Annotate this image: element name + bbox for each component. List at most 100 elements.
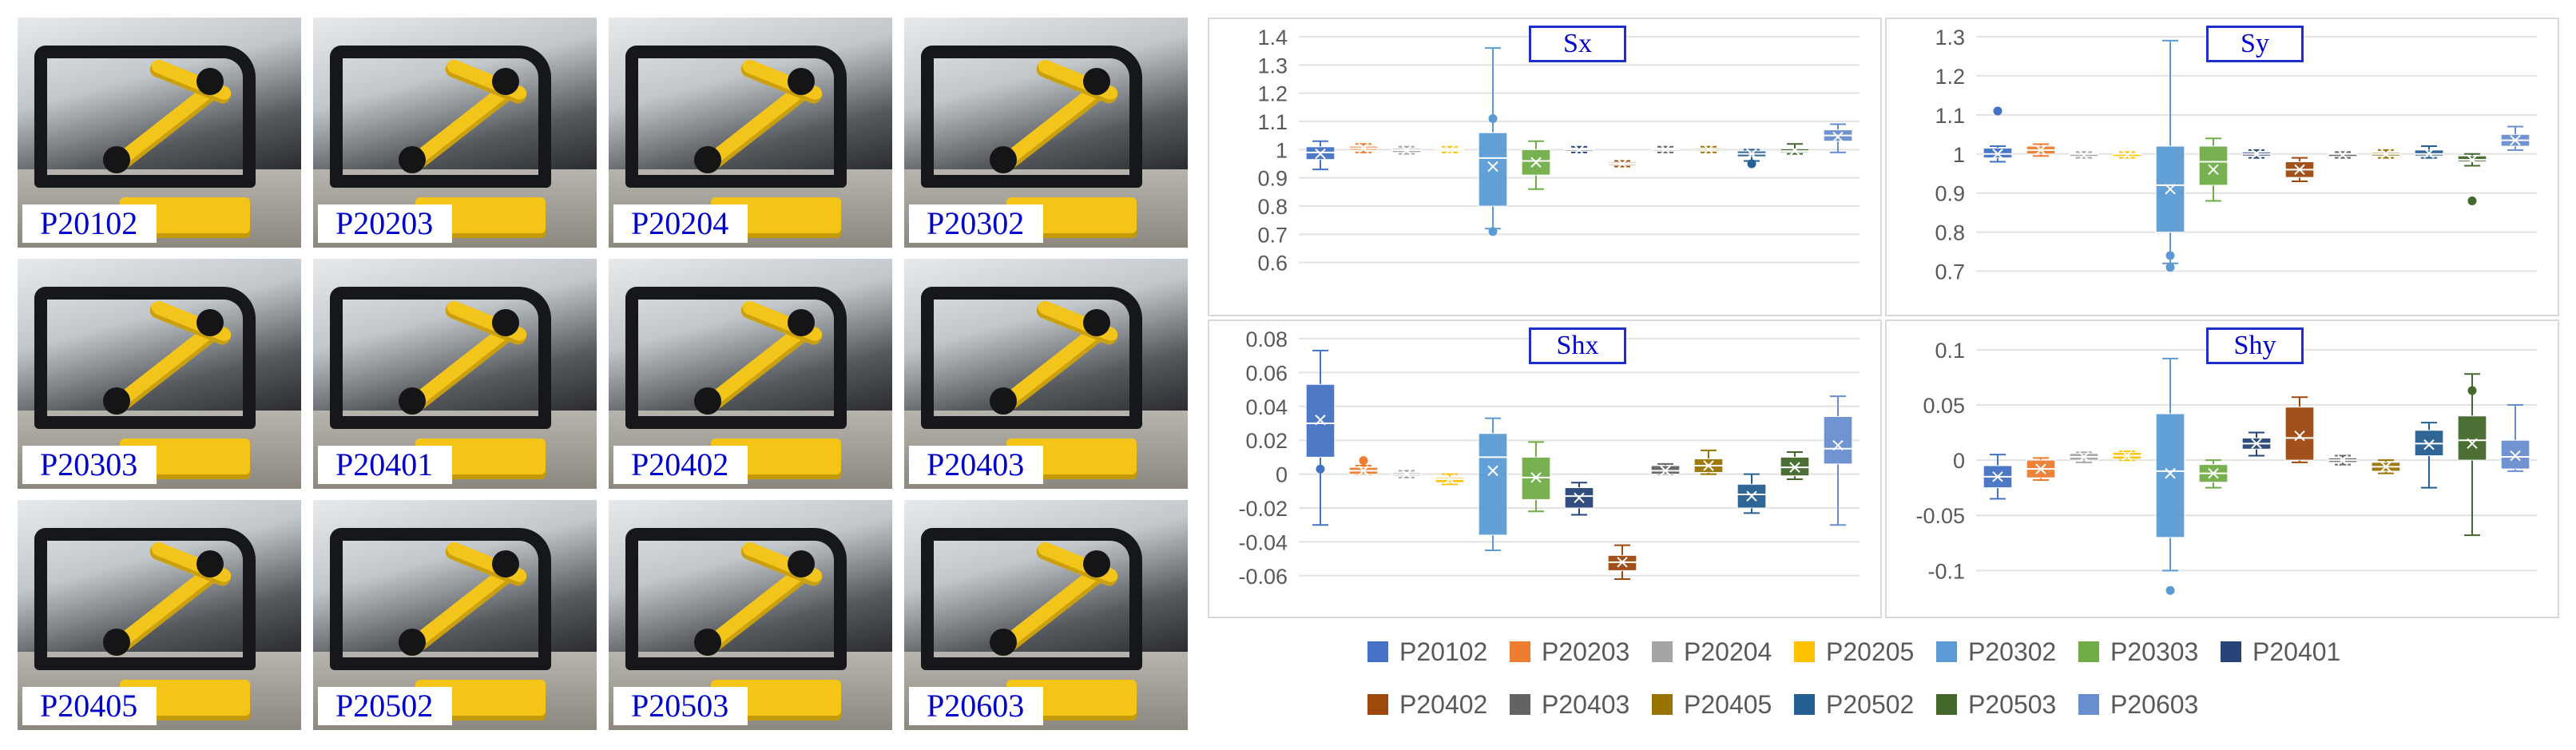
- mean-marker: [1574, 492, 1585, 503]
- box-P20502: [1737, 473, 1767, 514]
- y-tick-label: -0.02: [1238, 497, 1288, 521]
- mean-marker: [1703, 460, 1714, 471]
- chart-panel-shy: -0.1 -0.05 0 0.05 0.1 Shy: [1885, 319, 2559, 618]
- box-P20503: [2457, 153, 2487, 205]
- legend-item: P20205: [1794, 629, 1914, 674]
- boxplot-svg: -0.1 -0.05 0 0.05 0.1: [1915, 339, 2537, 595]
- box-P20403: [1650, 144, 1681, 156]
- mean-marker: [2337, 149, 2348, 161]
- robot-photo: P20102: [18, 18, 301, 248]
- mean-marker: [2423, 148, 2435, 159]
- box-P20204: [2069, 451, 2099, 463]
- box-P20503: [1780, 451, 1810, 480]
- robot-photo: P20402: [609, 259, 892, 489]
- mean-marker: [2078, 149, 2090, 161]
- chart-title: Shx: [1529, 327, 1626, 364]
- y-tick-label: 0.06: [1245, 361, 1288, 385]
- chart-title: Sy: [2206, 26, 2304, 62]
- mean-marker: [1530, 157, 1542, 168]
- photo-label: P20204: [613, 204, 748, 243]
- y-tick-label: 0.7: [1935, 260, 1965, 284]
- box-P20603: [2500, 403, 2530, 472]
- box-P20203: [2026, 143, 2056, 157]
- mean-marker: [2122, 149, 2133, 161]
- box-P20402: [2284, 157, 2315, 183]
- legend-swatch: [2221, 641, 2241, 662]
- y-tick-label: 1: [1276, 138, 1288, 162]
- box-P20403: [2328, 149, 2358, 161]
- robot-photo: P20502: [313, 500, 597, 730]
- y-tick-label: 1: [1953, 143, 1965, 167]
- box-P20203: [1348, 142, 1379, 154]
- photo-label: P20503: [613, 687, 748, 725]
- box-P20503: [2457, 373, 2487, 537]
- mean-marker: [1789, 462, 1800, 473]
- y-tick-label: 0.08: [1245, 327, 1288, 351]
- y-tick-label: 1.1: [1257, 110, 1288, 134]
- box-P20303: [2198, 459, 2229, 489]
- mean-marker: [1992, 149, 2003, 160]
- photo-label: P20302: [909, 204, 1044, 243]
- box-P20405: [2371, 149, 2401, 160]
- box-P20401: [2241, 149, 2272, 160]
- box-P20402: [1607, 158, 1637, 169]
- legend-item: P20302: [1936, 629, 2056, 674]
- mean-marker: [1444, 145, 1455, 156]
- chart-title: Sx: [1529, 26, 1626, 62]
- mean-marker: [2165, 467, 2176, 479]
- mean-marker: [1746, 148, 1757, 160]
- legend-item: P20203: [1510, 629, 1629, 674]
- outlier-point: [2467, 196, 2477, 205]
- y-tick-label: -0.06: [1238, 565, 1288, 589]
- mean-marker: [2251, 438, 2262, 450]
- mean-marker: [1358, 142, 1369, 154]
- box-P20403: [2328, 454, 2358, 466]
- mean-marker: [2165, 184, 2176, 195]
- outlier-point: [2165, 585, 2175, 595]
- photo-label: P20502: [318, 687, 453, 725]
- legend-label: P20603: [2110, 689, 2199, 719]
- mean-marker: [2380, 461, 2391, 473]
- y-tick-label: 1.2: [1257, 82, 1288, 106]
- legend-swatch: [1652, 641, 1673, 662]
- y-tick-label: 0.8: [1935, 221, 1965, 245]
- mean-marker: [2510, 134, 2521, 146]
- y-tick-label: 1.2: [1935, 65, 1965, 89]
- legend-swatch: [2078, 641, 2099, 662]
- legend-swatch: [2078, 694, 2099, 715]
- chart-panel-sx: 0.6 0.7 0.8 0.9 1 1.1 1.2 1.3 1.4 Sx: [1208, 18, 1882, 316]
- box-iqr: [1478, 132, 1508, 207]
- box-P20603: [1823, 395, 1853, 526]
- photo-label: P20403: [909, 446, 1044, 484]
- outlier-point: [2467, 386, 2477, 395]
- y-tick-label: 0.02: [1245, 429, 1288, 453]
- box-P20204: [1391, 468, 1422, 480]
- mean-marker: [1703, 144, 1714, 156]
- y-tick-label: -0.05: [1915, 504, 1965, 528]
- mean-marker: [1746, 490, 1757, 502]
- box-P20205: [1435, 473, 1465, 486]
- legend-swatch: [1367, 641, 1388, 662]
- outlier-point: [1359, 456, 1368, 466]
- box-iqr: [1478, 433, 1508, 536]
- legend-label: P20502: [1826, 689, 1915, 719]
- legend-label: P20302: [1968, 637, 2057, 666]
- box-iqr: [1823, 416, 1853, 465]
- legend-item: P20603: [2078, 682, 2198, 727]
- outlier-point: [2165, 263, 2175, 272]
- legend-swatch: [1936, 694, 1957, 715]
- y-tick-label: 1.3: [1935, 26, 1965, 50]
- robot-photo: P20503: [609, 500, 892, 730]
- box-P20302: [1478, 417, 1508, 551]
- robot-photo: P20401: [313, 259, 597, 489]
- photo-label: P20603: [909, 687, 1044, 725]
- mean-marker: [1660, 465, 1671, 477]
- mean-marker: [1530, 472, 1542, 483]
- mean-marker: [2208, 164, 2219, 176]
- box-iqr: [2284, 407, 2315, 461]
- box-P20102: [1983, 106, 2013, 163]
- robot-photo: P20302: [904, 18, 1188, 248]
- box-P20402: [1607, 544, 1637, 581]
- mean-marker: [2122, 450, 2133, 462]
- mean-marker: [2251, 149, 2262, 160]
